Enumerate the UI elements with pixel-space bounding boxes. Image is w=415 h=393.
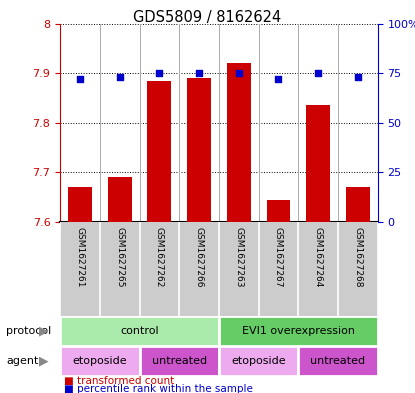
Text: GSM1627267: GSM1627267 (274, 227, 283, 287)
Bar (108, 177, 132, 222)
Text: untreated: untreated (151, 356, 207, 366)
Point (196, 70, 203, 76)
Bar (60, 346, 139, 376)
Text: GSM1627263: GSM1627263 (234, 227, 243, 287)
Text: protocol: protocol (6, 326, 51, 336)
Point (235, 70, 242, 76)
Bar (306, 105, 330, 222)
Text: GSM1627268: GSM1627268 (353, 227, 362, 287)
Point (116, 74, 123, 80)
Bar (346, 187, 370, 222)
Text: agent: agent (6, 356, 39, 366)
Text: ■ transformed count: ■ transformed count (64, 376, 175, 386)
Text: control: control (120, 326, 159, 336)
Point (156, 70, 163, 76)
Text: etoposide: etoposide (73, 356, 127, 366)
Text: GDS5809 / 8162624: GDS5809 / 8162624 (133, 10, 282, 25)
Bar (139, 346, 219, 376)
Point (354, 74, 361, 80)
Text: EVI1 overexpression: EVI1 overexpression (242, 326, 355, 336)
Text: untreated: untreated (310, 356, 366, 366)
Text: GSM1627266: GSM1627266 (195, 227, 204, 287)
Text: GSM1627261: GSM1627261 (76, 227, 85, 287)
Bar (298, 346, 378, 376)
Text: ▶: ▶ (39, 354, 49, 367)
Bar (266, 200, 290, 222)
Bar (147, 81, 171, 222)
Bar (60, 316, 219, 346)
Bar (227, 63, 251, 222)
Text: ▶: ▶ (39, 325, 49, 338)
Bar (219, 346, 298, 376)
Point (77, 76, 83, 82)
Text: ■ percentile rank within the sample: ■ percentile rank within the sample (64, 384, 253, 393)
Text: GSM1627265: GSM1627265 (115, 227, 124, 287)
Point (275, 76, 282, 82)
Text: GSM1627262: GSM1627262 (155, 227, 164, 287)
Bar (219, 316, 378, 346)
Bar (187, 78, 211, 222)
Bar (68, 187, 92, 222)
Point (315, 70, 322, 76)
Text: etoposide: etoposide (231, 356, 286, 366)
Text: GSM1627264: GSM1627264 (314, 227, 322, 287)
